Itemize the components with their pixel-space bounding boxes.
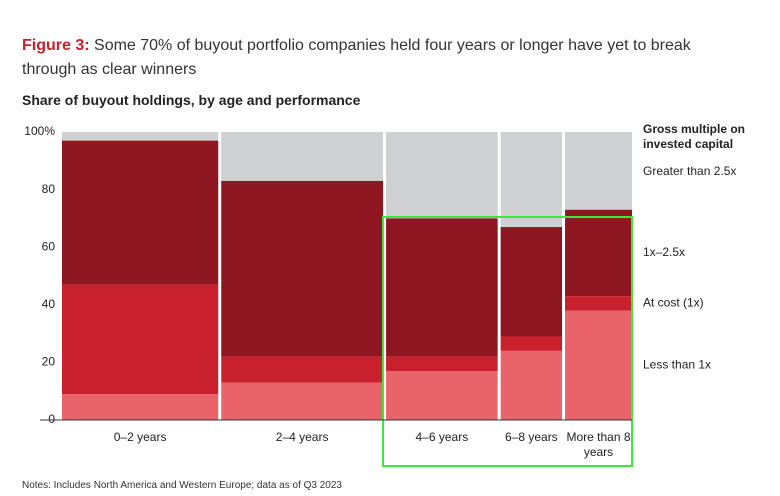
x-tick-label: 4–6 years: [415, 430, 469, 444]
segment: [565, 310, 632, 420]
y-tick-label: 0: [48, 412, 55, 426]
x-tick-label: 0–2 years: [113, 430, 167, 444]
segment: [221, 356, 384, 383]
y-tick-label: 20: [42, 355, 56, 369]
segment: [386, 371, 498, 420]
title-text: Some 70% of buyout portfolio companies h…: [22, 37, 691, 78]
chart-title: Figure 3: Some 70% of buyout portfolio c…: [22, 34, 722, 82]
y-tick-label: 60: [42, 239, 56, 253]
segment: [565, 132, 632, 210]
legend-title: Gross multiple on invested capital: [643, 122, 746, 151]
segment: [500, 227, 563, 337]
legend-label: Greater than 2.5x: [643, 164, 736, 178]
y-tick-label: 80: [42, 182, 56, 196]
y-tick-label: 100%: [24, 124, 55, 138]
segment: [62, 140, 219, 285]
segment: [62, 284, 219, 395]
x-tick-label: 2–4 years: [275, 430, 329, 444]
segment: [221, 132, 384, 181]
segment: [500, 350, 563, 420]
segment: [386, 218, 498, 357]
segment: [386, 132, 498, 219]
x-tick-label: More than 8 years: [566, 430, 631, 459]
segment: [565, 296, 632, 311]
segment: [62, 394, 219, 420]
segment: [565, 209, 632, 297]
segment: [221, 382, 384, 420]
figure-label: Figure 3:: [22, 37, 90, 54]
segment: [221, 180, 384, 357]
segment: [62, 132, 219, 141]
legend-label: At cost (1x): [643, 296, 704, 310]
chart-subtitle: Share of buyout holdings, by age and per…: [22, 92, 361, 108]
note: Notes: Includes North America and Wester…: [22, 480, 342, 491]
segment: [386, 356, 498, 372]
segment: [500, 336, 563, 351]
x-tick-label: 6–8 years: [504, 430, 558, 444]
legend-label: Less than 1x: [643, 357, 711, 371]
y-tick-label: 40: [42, 297, 56, 311]
highlight-box: [382, 216, 633, 467]
legend-label: 1x–2.5x: [643, 245, 685, 259]
segment: [500, 132, 563, 228]
